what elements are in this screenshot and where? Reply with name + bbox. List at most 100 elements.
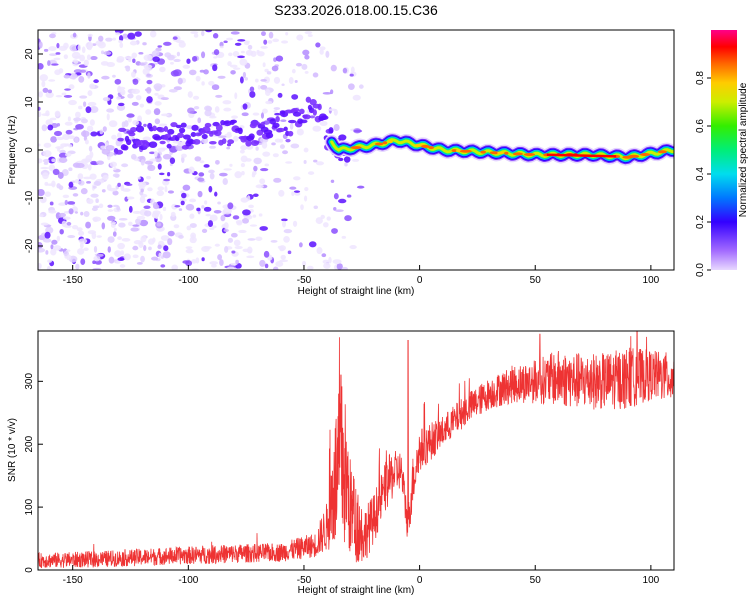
spectrogram-noise-blob (294, 80, 298, 83)
spectrogram-noise-blob (77, 44, 82, 51)
spectrogram-noise-blob (169, 157, 176, 165)
spectrogram-noise-blob (227, 202, 234, 210)
spectrogram-noise-blob (38, 111, 42, 118)
spectrogram-noise-blob (215, 94, 223, 98)
spectrogram-noise-blob (91, 232, 97, 240)
spectrogram-noise-blob (281, 83, 285, 87)
spectrogram-noise-blob (62, 133, 71, 140)
spectrogram-noise-blob (280, 254, 286, 260)
spectrogram-noise-blob (173, 224, 180, 229)
spectrogram-noise-blob (107, 209, 114, 212)
spectrogram-noise-blob (86, 198, 94, 205)
spectrogram-noise-blob (222, 210, 226, 215)
spectrogram-noise-blob (226, 146, 231, 150)
spectrogram-noise-blob (241, 112, 249, 117)
spectrogram-noise-blob (67, 135, 76, 139)
spectrogram-noise-blob (140, 255, 145, 263)
spectrogram-noise-blob (227, 237, 234, 243)
spectrogram-ytick-label: -10 (24, 190, 35, 205)
spectrogram-noise-blob (231, 115, 238, 119)
spectrogram-noise-blob (197, 117, 202, 124)
spectrogram-noise-blob (43, 48, 49, 52)
spectrogram-noise-blob (92, 267, 102, 270)
spectrogram-noise-blob (228, 52, 233, 57)
spectrogram-noise-blob (240, 163, 246, 168)
spectrogram-noise-blob (160, 113, 170, 117)
spectrogram-noise-blob (56, 136, 64, 141)
spectrogram-noise-blob (112, 173, 120, 178)
spectrogram-noise-blob (189, 213, 195, 219)
spectrogram-noise-blob (230, 262, 238, 266)
spectrogram-noise-blob (132, 210, 142, 214)
spectrogram-noise-blob (151, 212, 160, 219)
spectrogram-noise-blob (201, 228, 208, 233)
spectrogram-xtick-label: -50 (297, 275, 312, 286)
spectrogram-tone-blob (166, 143, 172, 149)
spectrogram-carrier-peak (657, 150, 667, 154)
spectrogram-noise-blob (123, 253, 131, 261)
spectrogram-noise-blob (122, 188, 131, 192)
spectrogram-noise-blob (87, 33, 93, 37)
spectrogram-noise-blob (217, 254, 223, 261)
spectrogram-noise-blob (66, 221, 72, 226)
spectrogram-noise-blob (47, 89, 53, 94)
spectrogram-noise-blob (138, 51, 144, 55)
spectrogram-noise-blob (135, 218, 142, 225)
spectrogram-noise-blob (315, 42, 321, 48)
spectrogram-noise-blob (38, 262, 42, 269)
spectrogram-noise-blob (102, 97, 111, 102)
spectrogram-noise-blob (46, 267, 53, 270)
spectrogram-noise-blob (333, 109, 338, 116)
spectrogram-noise-blob (68, 144, 73, 148)
spectrogram-noise-blob (96, 235, 102, 238)
spectrogram-tone-blob (299, 119, 308, 124)
spectrogram-noise-blob (356, 185, 365, 189)
spectrogram-noise-blob (100, 145, 108, 149)
spectrogram-noise-blob (344, 162, 348, 167)
spectrogram-tone-blob (117, 137, 124, 142)
spectrogram-noise-blob (191, 55, 198, 62)
spectrogram-noise-blob (78, 76, 85, 83)
spectrogram-noise-blob (139, 103, 145, 108)
spectrogram-noise-blob (189, 198, 197, 203)
spectrogram-noise-blob (80, 211, 84, 216)
spectrogram-noise-blob (271, 142, 276, 146)
spectrogram-noise-blob (190, 31, 199, 35)
spectrogram-noise-blob (76, 227, 83, 232)
spectrogram-noise-blob (296, 128, 304, 136)
spectrogram-noise-blob (158, 123, 168, 127)
spectrogram-noise-blob (298, 242, 303, 248)
spectrogram-noise-blob (65, 129, 73, 135)
spectrogram-noise-blob (257, 51, 265, 57)
spectrogram-tone-blob (260, 121, 266, 126)
spectrogram-noise-blob (39, 74, 49, 82)
spectrogram-noise-blob (205, 30, 213, 33)
spectrogram-noise-blob (222, 100, 232, 105)
spectrogram-noise-blob (74, 137, 79, 143)
spectrogram-noise-blob (341, 266, 348, 270)
spectrogram-noise-blob (208, 115, 217, 119)
spectrogram-tone-blob (227, 139, 235, 145)
spectrogram-noise-blob (302, 260, 307, 267)
spectrogram-noise-blob (105, 37, 113, 42)
spectrogram-noise-blob (242, 209, 251, 216)
spectrogram-noise-blob (319, 120, 328, 127)
colorbar-label: Normalized spectral amplitude (738, 82, 749, 217)
snr-xtick-label: -50 (297, 575, 312, 586)
spectrogram-noise-blob (220, 214, 226, 222)
spectrogram-noise-blob (142, 42, 147, 46)
spectrogram-noise-blob (319, 46, 326, 51)
snr-xtick-label: 0 (417, 575, 423, 586)
spectrogram-noise-blob (131, 88, 140, 95)
spectrogram-noise-blob (188, 166, 195, 174)
spectrogram-noise-blob (254, 78, 259, 83)
spectrogram-noise-blob (163, 245, 169, 252)
spectrogram-noise-blob (260, 79, 267, 82)
spectrogram-noise-blob (205, 213, 211, 217)
spectrogram-noise-blob (274, 112, 281, 116)
spectrogram-noise-blob (315, 161, 325, 166)
spectrogram-noise-blob (234, 92, 238, 100)
spectrogram-noise-blob (167, 190, 175, 194)
spectrogram-noise-blob (252, 112, 260, 116)
